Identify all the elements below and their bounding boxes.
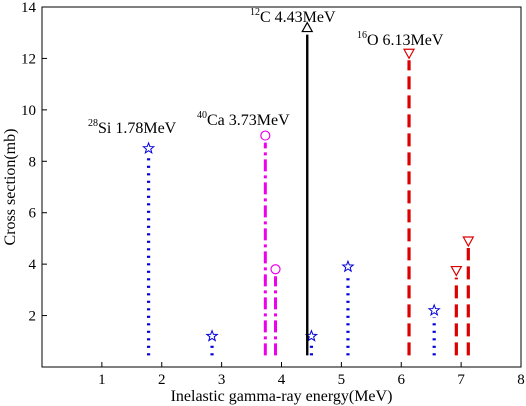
x-tick-label: 7 bbox=[457, 372, 465, 388]
annotation-c: 12C 4.43MeV bbox=[250, 7, 336, 26]
y-tick-label: 6 bbox=[29, 206, 37, 222]
series-40Ca bbox=[260, 130, 281, 356]
y-tick-label: 10 bbox=[21, 103, 36, 119]
plot-area bbox=[141, 21, 475, 356]
star-icon bbox=[141, 141, 156, 155]
y-tick-label: 12 bbox=[21, 51, 36, 67]
star-icon bbox=[341, 259, 355, 273]
x-tick-label: 8 bbox=[517, 372, 525, 388]
star-icon bbox=[427, 303, 441, 317]
annotation-si: 28Si 1.78MeV bbox=[88, 118, 177, 137]
triangle-up-icon bbox=[301, 21, 314, 33]
x-tick-label: 2 bbox=[158, 372, 166, 388]
y-tick-label: 2 bbox=[29, 309, 37, 325]
x-tick-label: 4 bbox=[278, 372, 286, 388]
x-tick-label: 3 bbox=[218, 372, 226, 388]
series-28Si bbox=[141, 141, 441, 356]
x-tick-label: 5 bbox=[338, 372, 346, 388]
triangle-down-icon bbox=[462, 236, 475, 248]
annotation-o: 16O 6.13MeV bbox=[357, 30, 444, 49]
triangle-down-icon bbox=[403, 48, 416, 60]
circle-icon bbox=[270, 264, 281, 275]
x-tick-label: 6 bbox=[398, 372, 406, 388]
x-tick-label: 1 bbox=[98, 372, 106, 388]
x-axis-title: Inelastic gamma-ray energy(MeV) bbox=[171, 388, 393, 405]
y-tick-label: 8 bbox=[29, 154, 37, 170]
series-12C bbox=[301, 21, 314, 356]
annotations: 28Si 1.78MeV 40Ca 3.73MeV 12C 4.43MeV 16… bbox=[88, 7, 444, 137]
annotation-ca: 40Ca 3.73MeV bbox=[197, 110, 290, 129]
y-tick-label: 4 bbox=[29, 257, 37, 273]
triangle-down-icon bbox=[450, 265, 463, 277]
series-16O bbox=[403, 48, 475, 356]
y-axis-title: Cross section(mb) bbox=[2, 129, 19, 246]
y-tick-label: 14 bbox=[21, 0, 37, 16]
star-icon bbox=[205, 329, 219, 342]
circle-icon bbox=[260, 130, 271, 141]
